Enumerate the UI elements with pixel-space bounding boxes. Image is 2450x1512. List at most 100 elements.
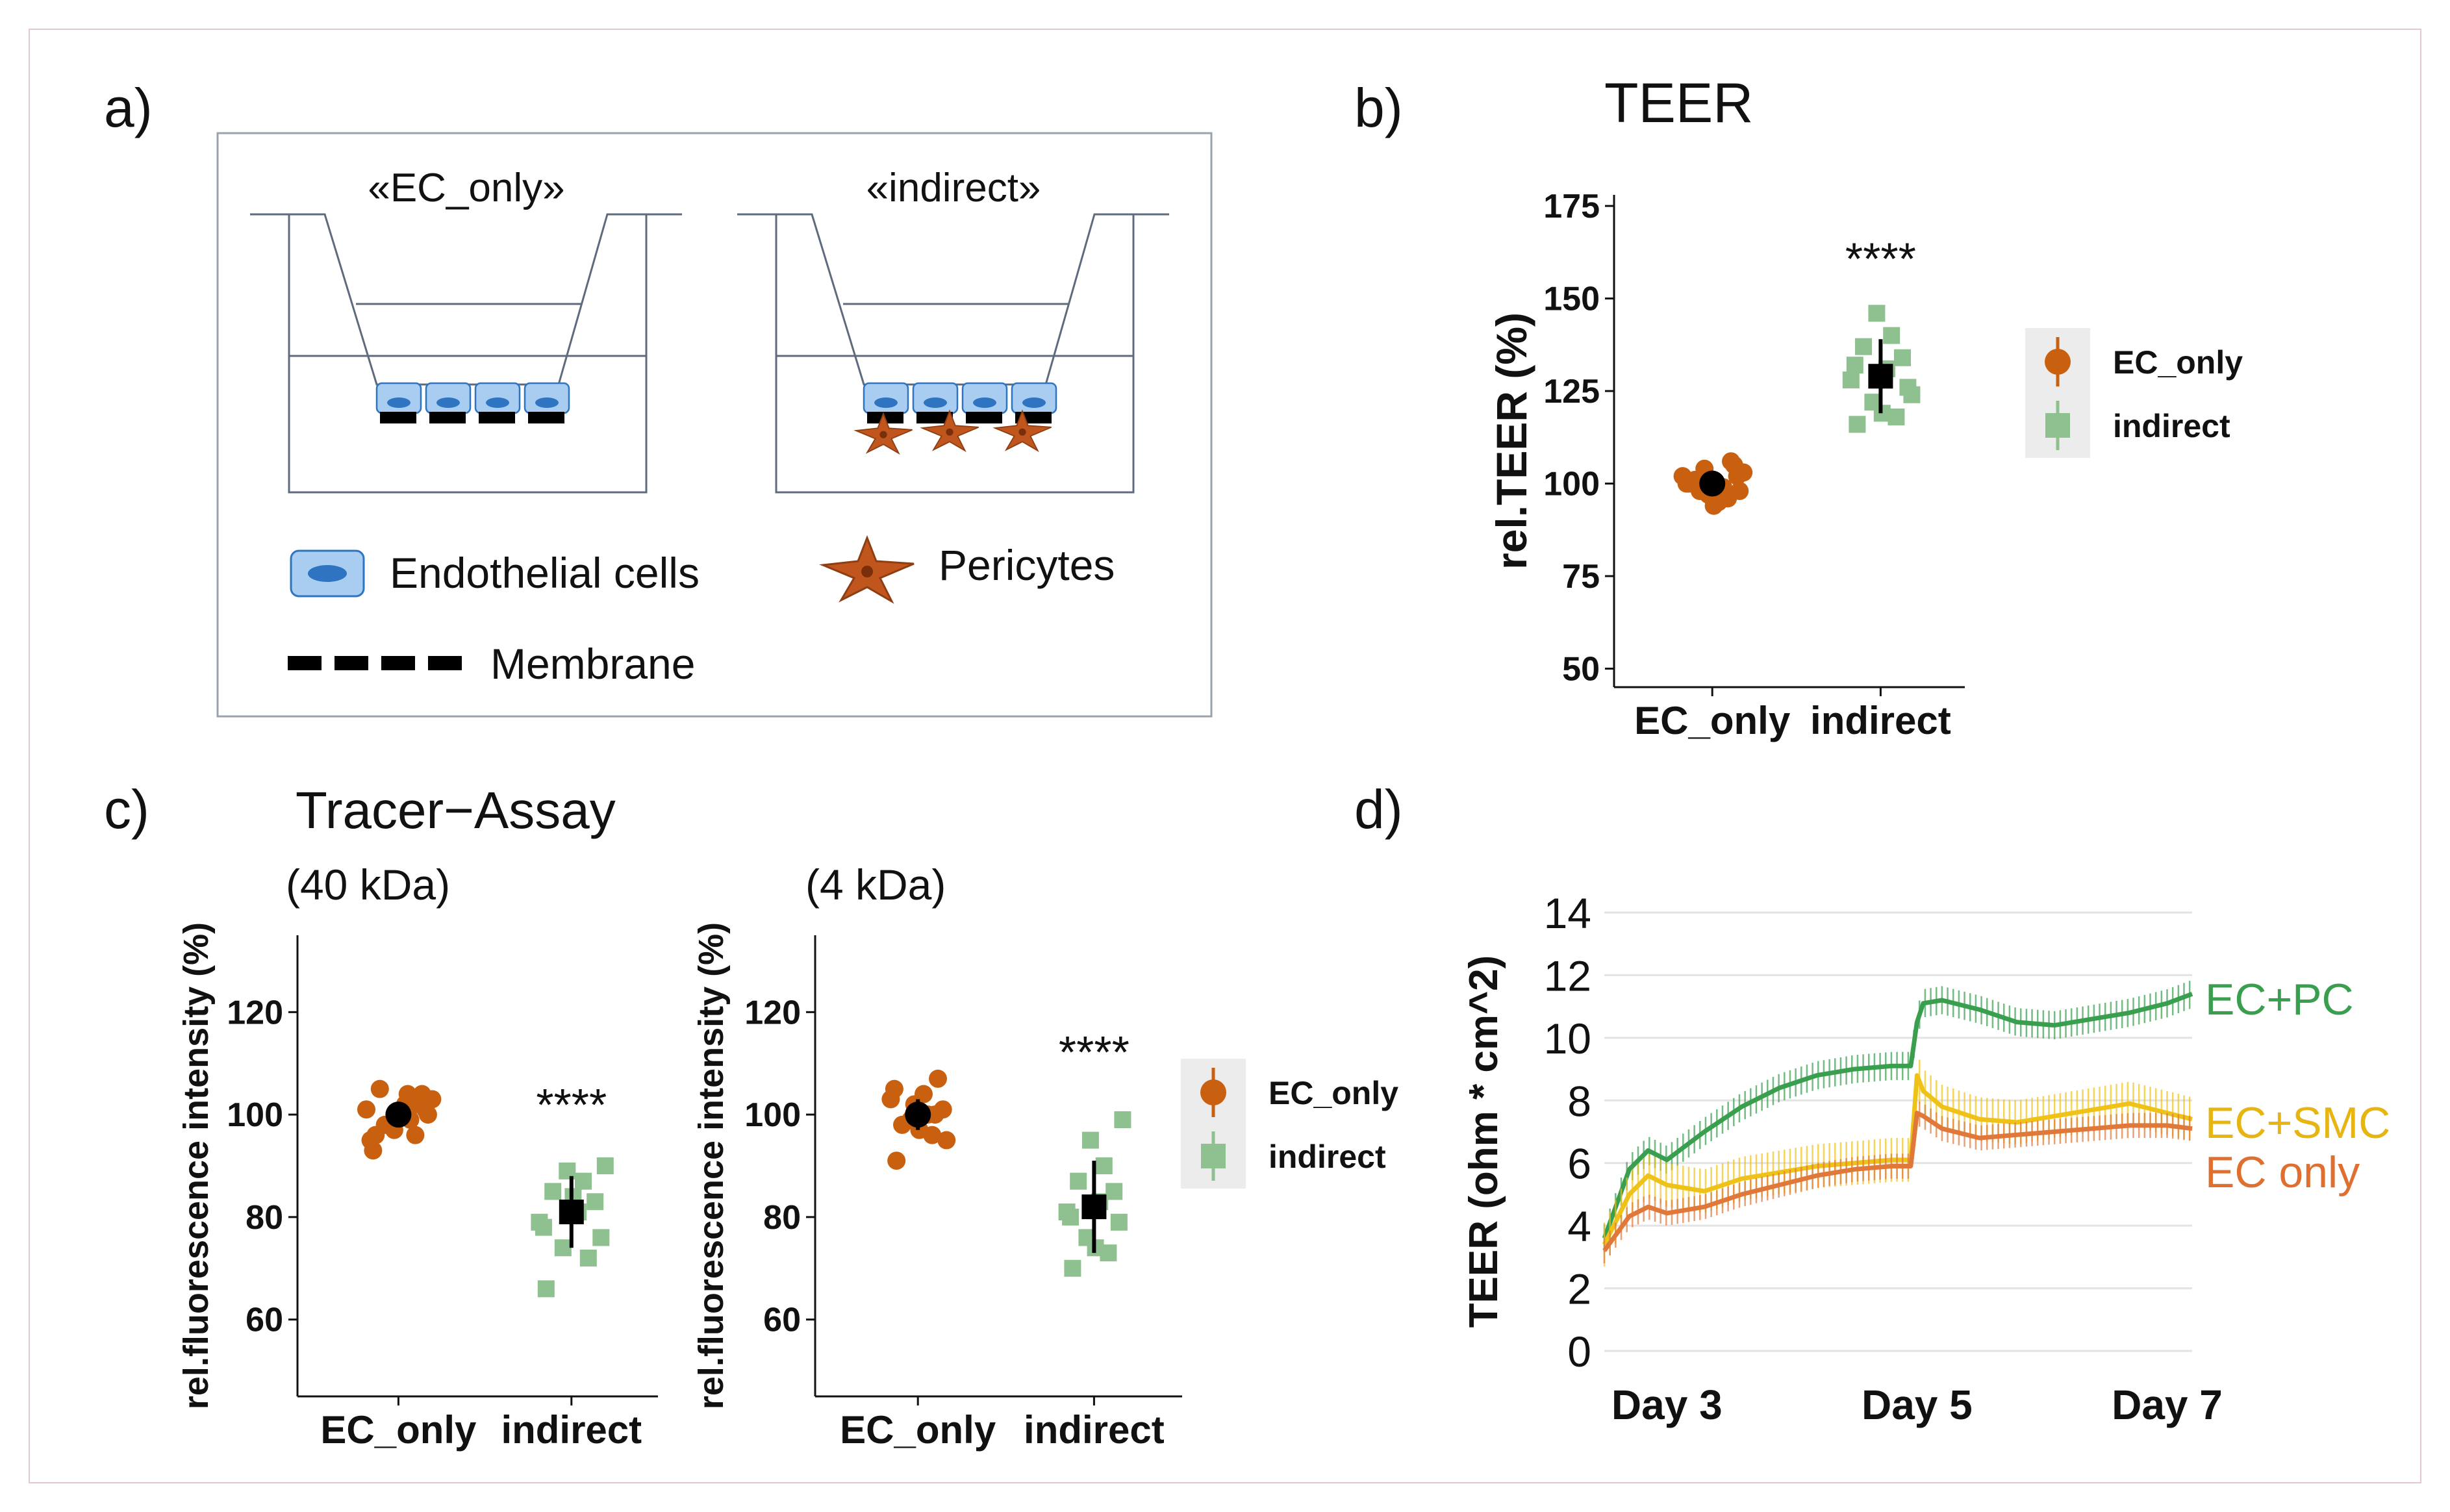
y-tick-label: 0 xyxy=(1567,1328,1591,1376)
data-point-indirect xyxy=(1894,349,1911,366)
pericyte-nucleus xyxy=(879,431,887,438)
cell-nucleus xyxy=(535,397,559,408)
chart-title: TEER xyxy=(1604,72,1753,134)
panel-label-b: b) xyxy=(1354,77,1403,138)
data-point-indirect xyxy=(575,1172,592,1190)
data-point-indirect xyxy=(1868,305,1886,322)
y-tick-label: 80 xyxy=(246,1199,283,1237)
membrane-segment xyxy=(916,412,953,423)
data-point-indirect xyxy=(1849,416,1866,433)
membrane-segment xyxy=(429,412,466,423)
data-point-indirect xyxy=(535,1218,552,1236)
legend-label: indirect xyxy=(2113,408,2230,444)
data-point-EC_only xyxy=(1677,474,1696,493)
cell-nucleus xyxy=(436,397,460,408)
y-tick-label: 60 xyxy=(246,1302,283,1339)
data-point-indirect xyxy=(1842,371,1860,388)
panel-label-d: d) xyxy=(1354,779,1403,840)
y-tick-label: 75 xyxy=(1562,558,1600,596)
endothelial-legend-icon xyxy=(290,549,365,598)
data-point-EC_only xyxy=(1730,481,1749,500)
series-label: EC+SMC xyxy=(2205,1098,2390,1148)
membrane-segment xyxy=(380,412,416,423)
y-axis-label: rel.fluorescence intensity (%) xyxy=(692,922,731,1409)
y-axis-label: rel.fluorescence intensity (%) xyxy=(177,922,216,1409)
data-point-indirect xyxy=(579,1250,597,1266)
x-tick-label: indirect xyxy=(1024,1408,1165,1452)
data-point-EC_only xyxy=(416,1100,435,1119)
data-point-indirect xyxy=(596,1157,614,1174)
y-axis-label: TEER (ohm * cm^2) xyxy=(1461,955,1506,1328)
pericyte xyxy=(920,409,979,453)
data-point-indirect xyxy=(1064,1259,1081,1277)
y-tick-label: 8 xyxy=(1567,1077,1591,1125)
y-tick-label: 4 xyxy=(1567,1202,1591,1250)
data-point-EC_only xyxy=(929,1069,947,1088)
chart-title: Tracer−Assay xyxy=(296,781,616,839)
data-point-EC_only xyxy=(398,1085,417,1103)
significance-label: **** xyxy=(536,1079,607,1130)
data-point-indirect xyxy=(1846,357,1863,374)
tracer-40kda-chart: 60 80 100 120 EC_only indirect rel.fluorescenc… xyxy=(177,781,658,1452)
series-label: EC only xyxy=(2205,1148,2360,1197)
data-point-EC_only xyxy=(370,1079,389,1098)
cell-nucleus xyxy=(1022,397,1046,408)
x-tick-label: Day 5 xyxy=(1862,1381,1973,1428)
diagram-box xyxy=(216,132,1213,718)
legend-label: EC_only xyxy=(2113,344,2243,381)
x-tick-label: Day 7 xyxy=(2112,1381,2223,1428)
data-point-indirect xyxy=(1081,1131,1099,1149)
data-point-EC_only xyxy=(1728,467,1747,486)
data-point-indirect xyxy=(587,1193,604,1211)
x-tick-label: EC_only xyxy=(840,1408,996,1452)
data-point-EC_only xyxy=(887,1152,906,1170)
y-tick-label: 150 xyxy=(1543,281,1600,318)
x-tick-label: Day 3 xyxy=(1611,1381,1723,1428)
x-tick-label: indirect xyxy=(1810,699,1951,742)
y-tick-label: 175 xyxy=(1543,188,1600,225)
y-tick-label: 2 xyxy=(1567,1265,1591,1313)
legend-key-marker xyxy=(1200,1079,1226,1105)
tracer-4kda-chart: 60 80 100 120 EC_only indirect rel.fluorescenc… xyxy=(692,861,1398,1452)
pericyte-legend-label: Pericytes xyxy=(939,541,1115,589)
y-tick-label: 80 xyxy=(763,1199,801,1237)
data-point-indirect xyxy=(1070,1172,1087,1190)
data-point-EC_only xyxy=(357,1100,375,1119)
data-point-indirect xyxy=(1114,1111,1131,1128)
pericyte-nucleus xyxy=(946,428,953,436)
pericyte-nucleus xyxy=(1018,428,1026,436)
legend-key-marker xyxy=(2045,349,2071,375)
legend-key-marker xyxy=(1201,1144,1226,1168)
endothelial-layer-ec-only xyxy=(375,382,570,414)
series-label: EC+PC xyxy=(2205,975,2354,1024)
pericyte-legend-icon xyxy=(819,535,915,604)
mean-marker-indirect xyxy=(1081,1194,1107,1220)
data-point-indirect xyxy=(554,1239,572,1257)
data-point-EC_only xyxy=(1704,496,1723,515)
legend-key-marker xyxy=(2045,413,2070,438)
data-point-indirect xyxy=(537,1280,555,1298)
transwell-diagram: «EC_only» «indirect» Endothelial cells xyxy=(216,132,1213,718)
y-tick-label: 120 xyxy=(227,994,283,1031)
y-tick-label: 100 xyxy=(1543,466,1600,503)
cell-nucleus xyxy=(486,397,509,408)
data-point-indirect xyxy=(544,1183,562,1200)
cell-nucleus xyxy=(924,397,947,408)
panel-label-a: a) xyxy=(104,77,153,138)
data-point-indirect xyxy=(1062,1208,1080,1226)
endothelial-legend-label: Endothelial cells xyxy=(390,549,700,597)
mean-marker-indirect xyxy=(1868,364,1893,389)
chart-subtitle: (40 kDa) xyxy=(286,861,450,909)
y-tick-label: 6 xyxy=(1567,1140,1591,1188)
data-point-indirect xyxy=(1855,338,1872,355)
y-tick-label: 60 xyxy=(763,1302,801,1339)
membrane-segment xyxy=(528,412,564,423)
y-tick-label: 14 xyxy=(1544,889,1591,937)
data-point-indirect xyxy=(1903,386,1921,403)
significance-label: **** xyxy=(1845,233,1916,284)
mean-marker-indirect xyxy=(559,1200,584,1224)
data-point-EC_only xyxy=(1722,452,1740,471)
x-tick-label: EC_only xyxy=(1634,699,1791,742)
y-tick-label: 10 xyxy=(1544,1014,1591,1063)
